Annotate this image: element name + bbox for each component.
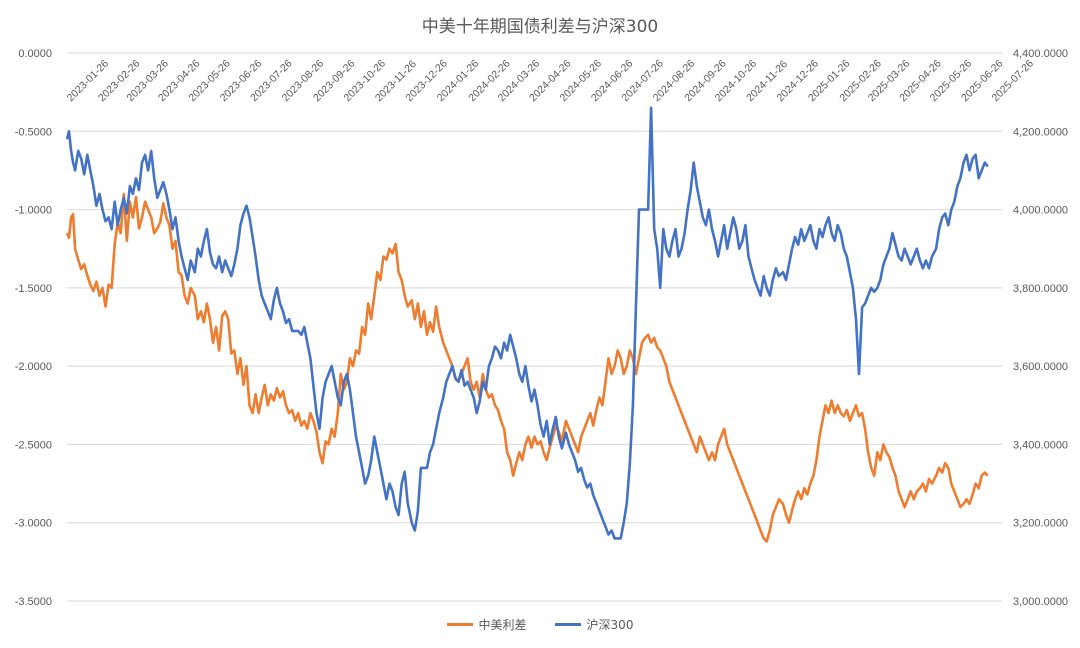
y-right-tick-label: 3,600.0000: [1013, 361, 1068, 373]
series-line-csi300: [65, 106, 989, 540]
y-right-tick-label: 3,800.0000: [1013, 283, 1068, 295]
legend-label-spread: 中美利差: [478, 618, 527, 632]
y-left-tick-label: -1.5000: [15, 283, 52, 295]
y-left-tick-label: 0.0000: [18, 48, 52, 60]
y-left-tick-label: -2.0000: [15, 361, 52, 373]
legend-swatch-csi300: [554, 623, 581, 626]
chart-legend: 中美利差 沪深300: [0, 616, 1080, 633]
y-right-tick-label: 3,200.0000: [1013, 518, 1068, 530]
y-left-tick-label: -0.5000: [15, 126, 52, 138]
y-right-tick-label: 3,000.0000: [1013, 596, 1068, 608]
legend-item-spread: 中美利差: [446, 616, 527, 633]
y-left-tick-label: -1.0000: [15, 205, 52, 217]
y-right-tick-label: 3,400.0000: [1013, 439, 1068, 451]
legend-item-csi300: 沪深300: [554, 616, 634, 633]
y-left-tick-label: -2.5000: [15, 439, 52, 451]
y-left-tick-label: -3.0000: [15, 518, 52, 530]
y-left-tick-label: -3.5000: [15, 596, 52, 608]
series-line-spread: [65, 192, 989, 543]
y-right-tick-label: 4,400.0000: [1013, 48, 1068, 60]
chart-title: 中美十年期国债利差与沪深300: [421, 17, 659, 37]
y-right-tick-label: 4,000.0000: [1013, 205, 1068, 217]
legend-swatch-spread: [446, 623, 473, 626]
y-right-tick-label: 4,200.0000: [1013, 126, 1068, 138]
legend-label-csi300: 沪深300: [586, 618, 634, 632]
